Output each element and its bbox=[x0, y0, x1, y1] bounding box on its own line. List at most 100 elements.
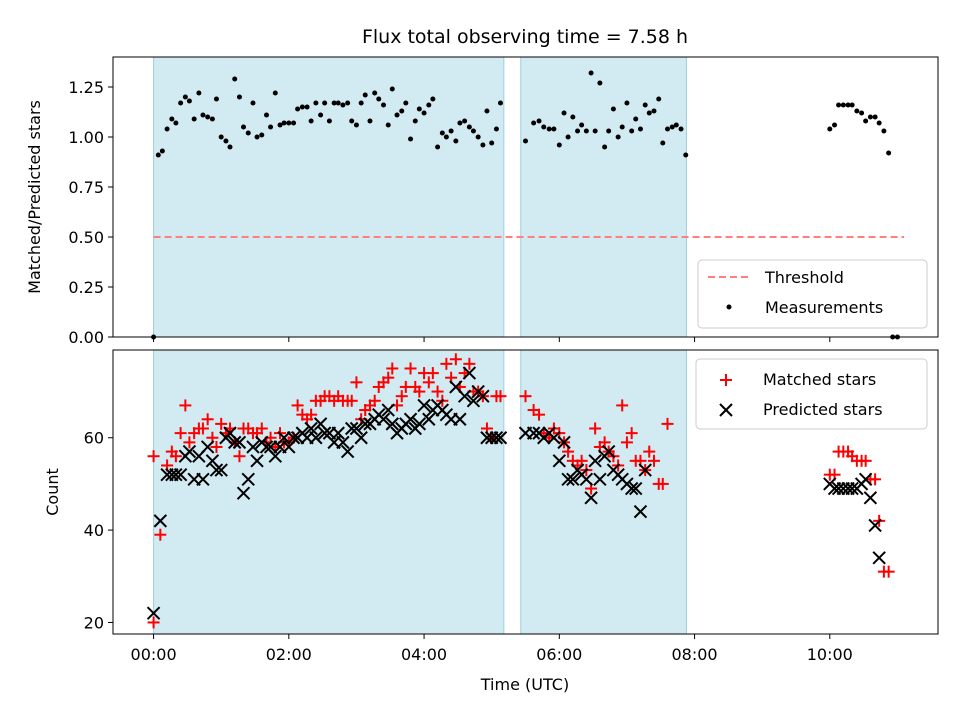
predicted-stars-point bbox=[336, 435, 350, 450]
measurement-point bbox=[313, 100, 319, 106]
measurement-point bbox=[362, 92, 368, 98]
matched-stars-point bbox=[426, 367, 439, 380]
bottom-y-tick-label: 40 bbox=[84, 521, 104, 540]
predicted-stars-point bbox=[286, 431, 301, 445]
x-tick-label: 08:00 bbox=[672, 645, 718, 664]
predicted-stars-point bbox=[236, 486, 251, 500]
matched-stars-point bbox=[882, 565, 895, 578]
measurement-point bbox=[416, 106, 422, 112]
measurement-point bbox=[286, 120, 292, 126]
predicted-stars-point bbox=[476, 389, 490, 403]
matched-stars-point bbox=[174, 427, 187, 440]
matched-stars-point bbox=[449, 353, 462, 366]
matched-stars-point bbox=[368, 394, 381, 407]
predicted-stars-point bbox=[263, 440, 278, 454]
measurement-point bbox=[213, 96, 219, 102]
predicted-stars-point bbox=[376, 412, 391, 426]
matched-stars-point bbox=[201, 413, 214, 426]
predicted-stars-point bbox=[845, 481, 859, 496]
measurement-point bbox=[380, 102, 386, 108]
matched-legend-swatch bbox=[720, 374, 732, 386]
matched-stars-point bbox=[661, 417, 674, 430]
measurement-point bbox=[683, 152, 689, 158]
measurement-point bbox=[200, 112, 206, 118]
predicted-stars-point bbox=[624, 481, 639, 496]
matched-stars-point bbox=[215, 417, 228, 430]
top-y-tick-label: 0.00 bbox=[68, 328, 104, 347]
measurement-point bbox=[299, 104, 305, 110]
predicted-legend-swatch bbox=[719, 403, 733, 417]
predicted-stars-point bbox=[466, 394, 481, 408]
matched-stars-point bbox=[656, 477, 669, 490]
measurement-point bbox=[272, 90, 278, 96]
measurement-point bbox=[173, 120, 179, 126]
measurement-point bbox=[264, 112, 270, 118]
matched-stars-point bbox=[395, 390, 408, 403]
measurement-point bbox=[421, 110, 427, 116]
predicted-stars-point bbox=[209, 463, 224, 477]
predicted-stars-point bbox=[453, 412, 467, 426]
measurement-point bbox=[335, 100, 341, 106]
measurement-point bbox=[389, 86, 395, 92]
measurement-point bbox=[531, 120, 537, 126]
measurement-point bbox=[209, 116, 215, 122]
predicted-stars-point bbox=[349, 421, 364, 436]
measurement-point bbox=[660, 140, 666, 146]
measurement-point bbox=[367, 118, 373, 124]
predicted-stars-point bbox=[381, 403, 395, 417]
predicted-stars-point bbox=[200, 440, 215, 454]
measurement-point bbox=[205, 114, 211, 120]
predicted-stars-point bbox=[566, 472, 580, 487]
measurement-point bbox=[245, 130, 251, 136]
matched-stars-point bbox=[210, 440, 223, 453]
measurement-point bbox=[232, 76, 238, 82]
measurement-point bbox=[602, 144, 608, 150]
predicted-stars-point bbox=[863, 491, 878, 505]
matched-stars-point bbox=[350, 376, 363, 389]
top-y-tick-label: 1.25 bbox=[68, 78, 104, 97]
measurement-point bbox=[331, 100, 337, 106]
measurement-point bbox=[169, 116, 175, 122]
predicted-stars-point bbox=[584, 491, 598, 505]
matched-stars-point bbox=[869, 473, 882, 486]
measurement-point bbox=[872, 114, 878, 120]
measurement-point bbox=[579, 122, 585, 128]
predicted-stars-point bbox=[173, 467, 188, 482]
measurement-point bbox=[403, 100, 409, 106]
measurement-point bbox=[536, 118, 542, 124]
matched-stars-point bbox=[233, 450, 246, 463]
x-tick-label: 06:00 bbox=[536, 645, 582, 664]
matched-stars-point bbox=[305, 408, 318, 421]
predicted-stars-point bbox=[246, 440, 260, 454]
measurement-point bbox=[295, 106, 301, 112]
measurement-point bbox=[385, 122, 391, 128]
measurement-point bbox=[497, 100, 503, 106]
measurement-point bbox=[318, 112, 324, 118]
measurement-point bbox=[412, 118, 418, 124]
measurement-point bbox=[665, 126, 671, 132]
measurement-point bbox=[859, 110, 865, 116]
predicted-stars-point bbox=[354, 431, 368, 445]
measurement-point bbox=[178, 100, 184, 106]
measurement-point bbox=[186, 98, 192, 104]
measurement-point bbox=[304, 104, 310, 110]
measurement-point bbox=[619, 124, 625, 130]
matched-stars-point bbox=[647, 454, 660, 467]
measurement-point bbox=[541, 124, 547, 130]
measurement-point bbox=[308, 118, 314, 124]
matched-stars-point bbox=[440, 357, 453, 370]
predicted-stars-point bbox=[412, 417, 427, 431]
matched-stars-point bbox=[404, 362, 417, 375]
predicted-stars-point bbox=[250, 454, 264, 468]
matched-stars-point bbox=[382, 371, 395, 384]
predicted-stars-point bbox=[480, 431, 494, 445]
measurement-point bbox=[867, 114, 873, 120]
measurement-point bbox=[462, 118, 468, 124]
measurement-point bbox=[439, 130, 445, 136]
top-y-tick-label: 0.75 bbox=[68, 178, 104, 197]
measurement-point bbox=[345, 100, 351, 106]
top-y-tick-label: 0.50 bbox=[68, 228, 104, 247]
measurement-point bbox=[854, 108, 860, 114]
measurement-point bbox=[669, 124, 675, 130]
measurement-point bbox=[466, 124, 472, 130]
